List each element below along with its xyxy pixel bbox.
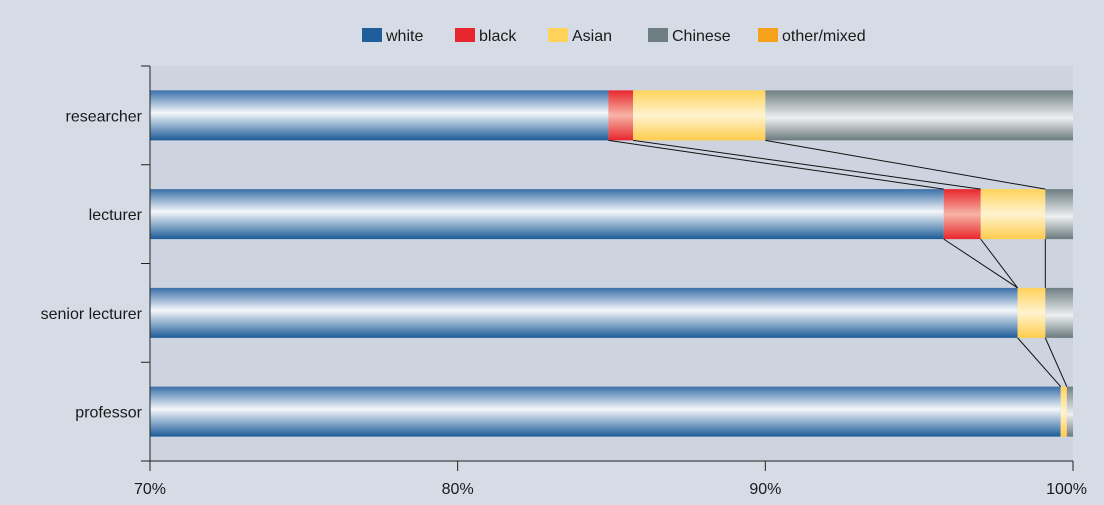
legend-swatch-black bbox=[455, 28, 475, 42]
bar-researcher-chinese bbox=[765, 90, 1073, 141]
bar-lecturer-black bbox=[943, 189, 981, 240]
legend-swatch-asian bbox=[548, 28, 568, 42]
legend-label-chinese: Chinese bbox=[672, 28, 731, 45]
connector-line bbox=[943, 238, 1018, 289]
y-tick-label: lecturer bbox=[89, 207, 143, 224]
legend-label-black: black bbox=[479, 28, 517, 45]
bar-professor-white bbox=[150, 386, 1061, 437]
bars-layer bbox=[150, 90, 1073, 437]
x-tick-label: 80% bbox=[442, 481, 474, 498]
connectors-layer bbox=[608, 139, 1068, 387]
legend-swatch-white bbox=[362, 28, 382, 42]
bar-researcher-asian bbox=[633, 90, 766, 141]
connector-line bbox=[980, 238, 1019, 289]
bar-researcher-black bbox=[608, 90, 634, 141]
connector-line bbox=[765, 139, 1046, 190]
x-tick-label: 100% bbox=[1046, 481, 1087, 498]
y-tick-label: senior lecturer bbox=[41, 306, 143, 323]
y-tick-label: professor bbox=[75, 405, 142, 422]
connector-line bbox=[1044, 337, 1068, 387]
legend-label-white: white bbox=[385, 28, 423, 45]
y-tick-label: researcher bbox=[66, 108, 143, 125]
x-tick-label: 70% bbox=[134, 481, 166, 498]
bar-senior-lecturer-asian bbox=[1017, 287, 1046, 338]
bar-researcher-white bbox=[150, 90, 609, 141]
bar-professor-asian bbox=[1060, 386, 1067, 437]
bar-lecturer-white bbox=[150, 189, 944, 240]
bar-senior-lecturer-white bbox=[150, 287, 1018, 338]
axes-layer: researcher lecturer senior lecturer profess… bbox=[41, 65, 1087, 498]
legend-label-other-mixed: other/mixed bbox=[782, 28, 866, 45]
legend: white black Asian Chinese other/mixed bbox=[362, 28, 866, 45]
x-tick-label: 90% bbox=[749, 481, 781, 498]
legend-label-asian: Asian bbox=[572, 28, 612, 45]
bar-professor-chinese bbox=[1066, 386, 1073, 437]
legend-swatch-other-mixed bbox=[758, 28, 778, 42]
legend-swatch-chinese bbox=[648, 28, 668, 42]
connector-line bbox=[632, 139, 981, 190]
connector-line bbox=[608, 139, 944, 190]
bar-lecturer-asian bbox=[980, 189, 1046, 240]
connector-line bbox=[1017, 337, 1062, 387]
bar-lecturer-chinese bbox=[1045, 189, 1073, 240]
bar-senior-lecturer-chinese bbox=[1045, 287, 1073, 338]
